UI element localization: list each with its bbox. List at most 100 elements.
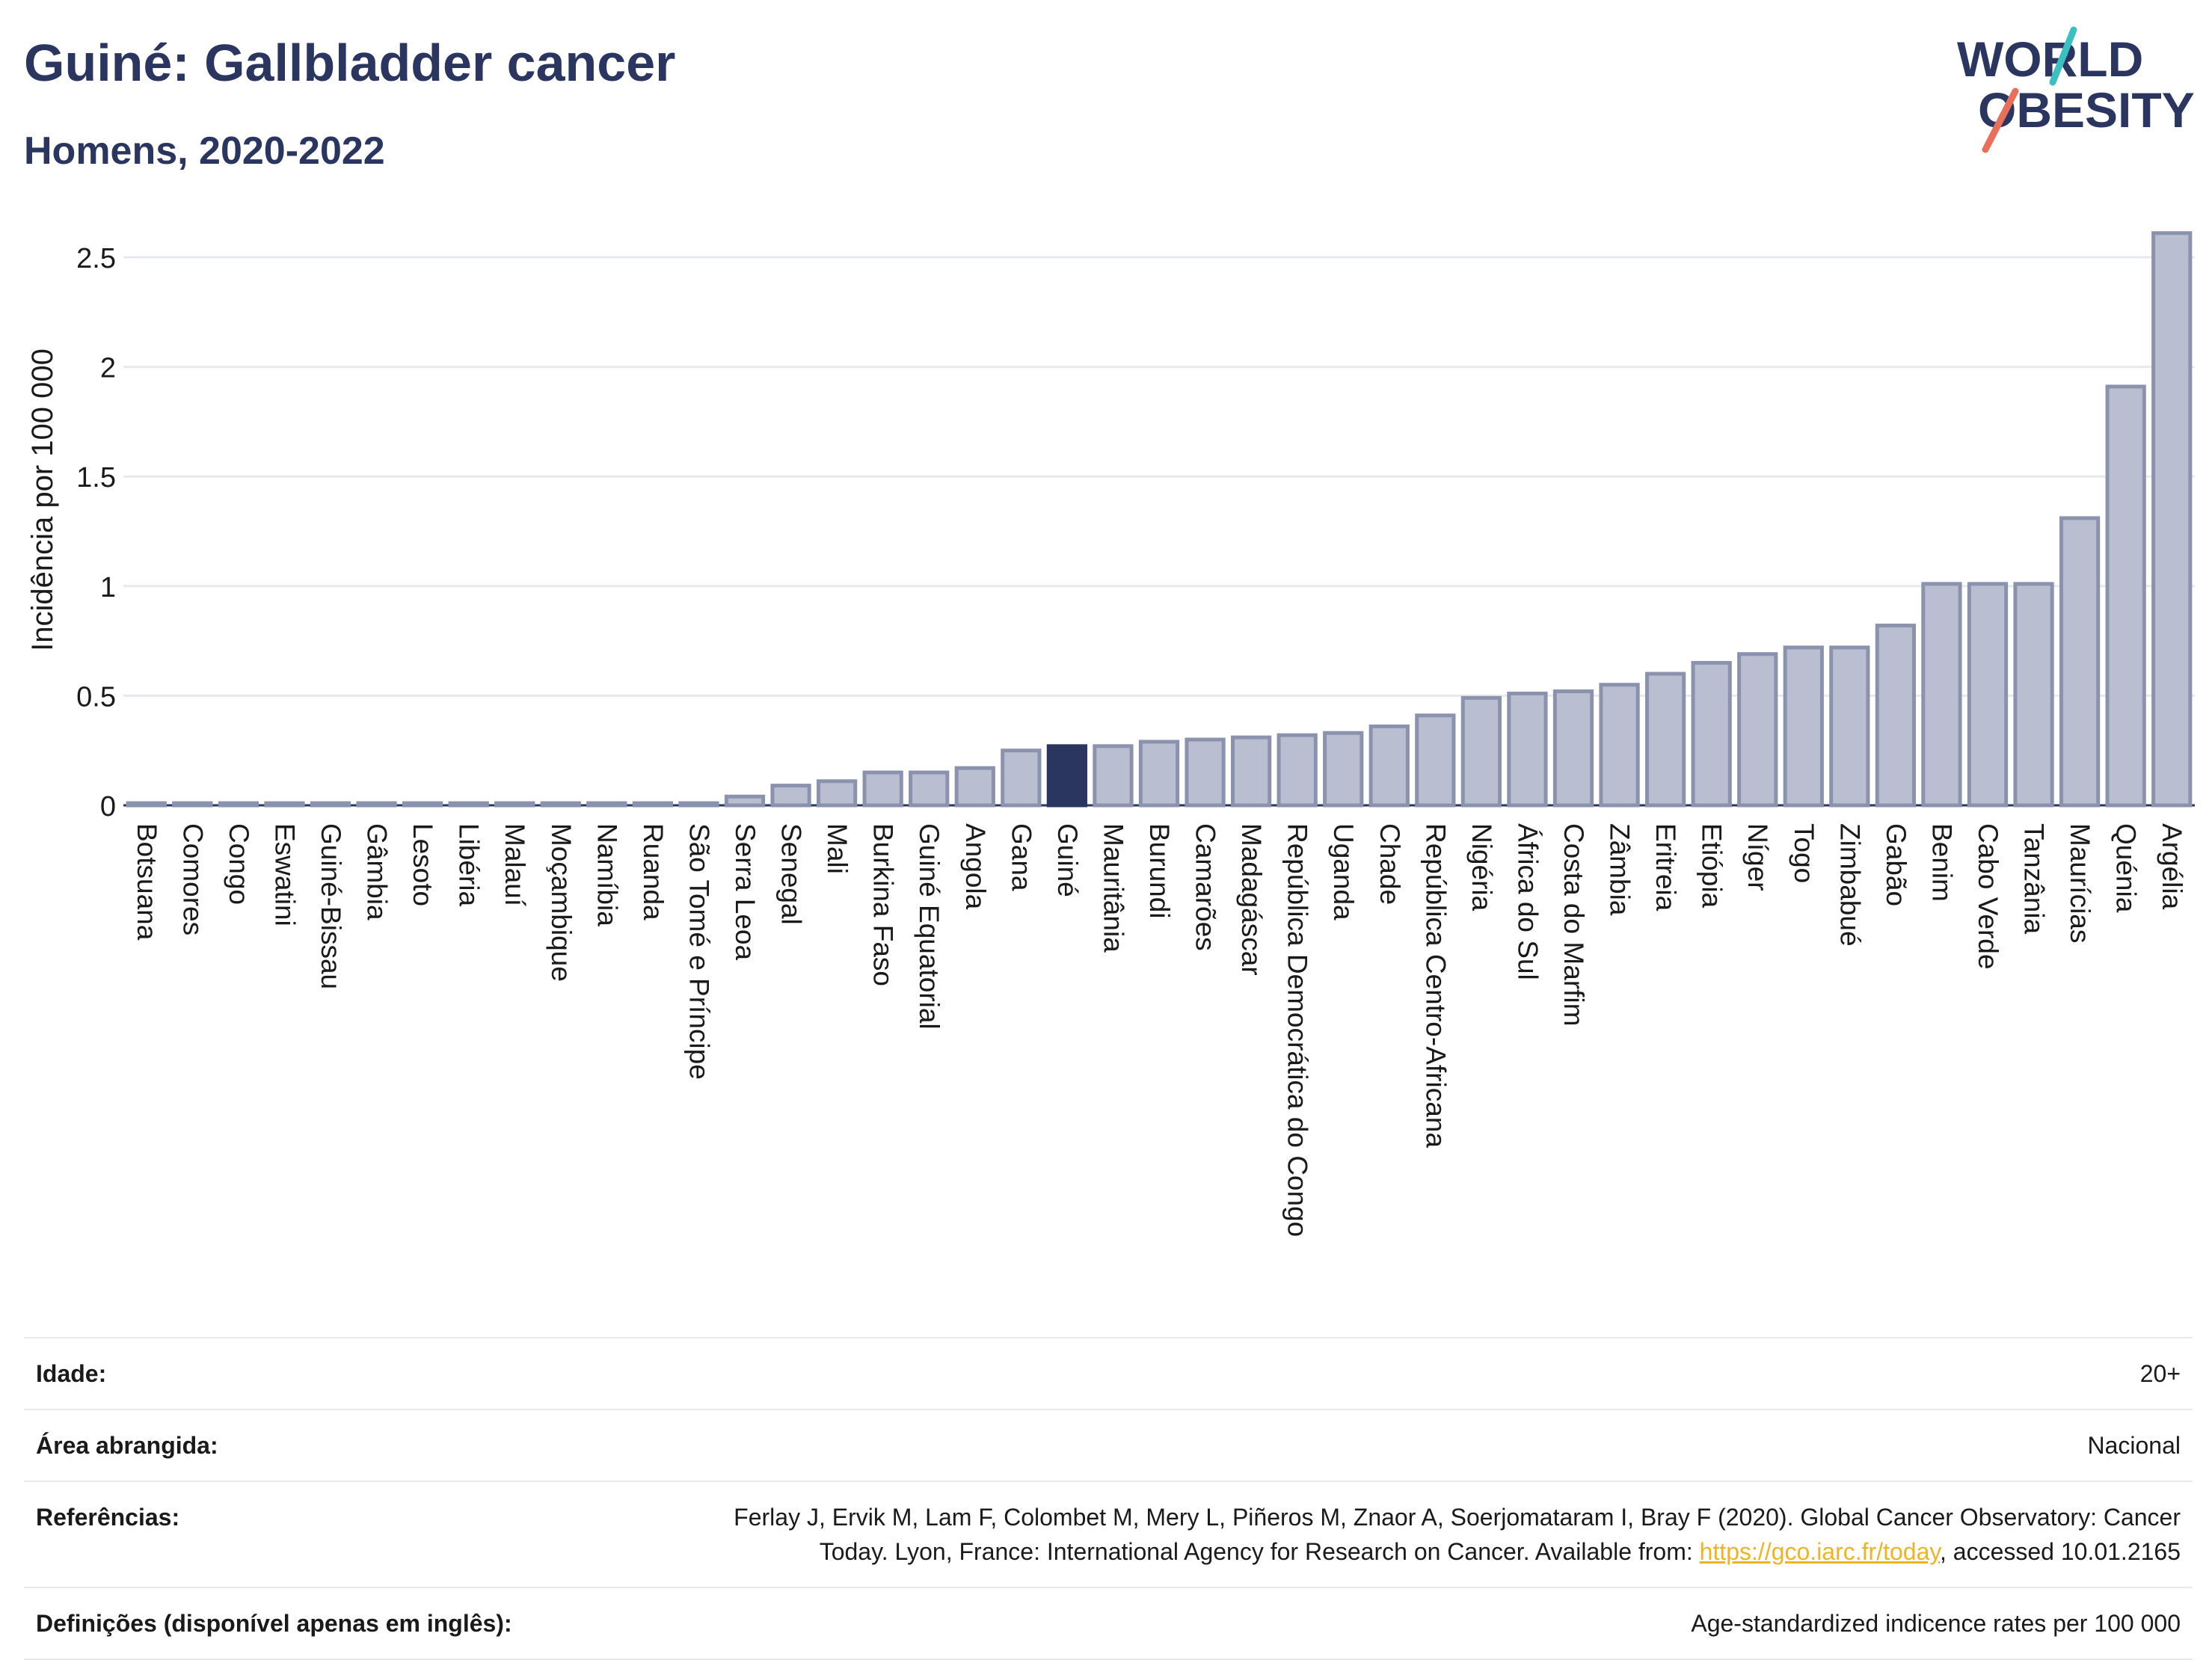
y-tick-label: 2.5 <box>76 243 116 274</box>
category-label: Moçambique <box>546 823 577 982</box>
category-label: Nigéria <box>1466 823 1497 912</box>
bar[interactable] <box>632 801 674 808</box>
bar[interactable] <box>724 794 766 808</box>
bar[interactable] <box>172 801 213 808</box>
bar-highlighted[interactable] <box>1046 744 1088 808</box>
area-value: Nacional <box>2087 1432 2181 1459</box>
bar-chart: Botsuana Comores Congo Eswatini Guiné-Bissau… <box>26 231 2195 1237</box>
category-label: Angola <box>960 823 991 910</box>
y-tick-label: 2 <box>100 353 116 384</box>
category-label: Namíbia <box>592 823 622 926</box>
y-tick-labels: 0 0.5 1 1.5 2 2.5 <box>76 243 116 823</box>
category-label: Lesoto <box>408 823 438 906</box>
bar[interactable] <box>1368 724 1410 808</box>
references-link[interactable]: https://gco.iarc.fr/today <box>1699 1538 1940 1565</box>
bar[interactable] <box>540 801 581 808</box>
references-text-2: Today. Lyon, France: International Agenc… <box>819 1538 1700 1565</box>
bar[interactable] <box>1737 652 1778 808</box>
y-tick-label: 0.5 <box>76 681 116 713</box>
definitions-label: Definições (disponível apenas em inglês)… <box>36 1610 512 1637</box>
bar[interactable] <box>586 801 627 808</box>
bar[interactable] <box>448 801 489 808</box>
logo-slash-teal <box>2049 26 2077 86</box>
bar[interactable] <box>1138 740 1180 808</box>
category-label: Gabão <box>1881 823 1911 906</box>
bar[interactable] <box>1276 733 1318 808</box>
category-label: Gâmbia <box>362 823 393 920</box>
category-label: Togo <box>1789 823 1819 883</box>
bar[interactable] <box>1783 645 1824 808</box>
references-value: Ferlay J, Ervik M, Lam F, Colombet M, Me… <box>571 1481 2193 1587</box>
bar[interactable] <box>1093 744 1134 808</box>
bar[interactable] <box>126 801 167 808</box>
bar[interactable] <box>1875 624 1917 808</box>
bar[interactable] <box>1460 695 1502 808</box>
bar[interactable] <box>1967 582 2009 808</box>
bar[interactable] <box>1507 691 1548 808</box>
bar[interactable] <box>494 801 535 808</box>
bar[interactable] <box>1323 731 1364 808</box>
references-label: Referências: <box>36 1504 180 1531</box>
bar[interactable] <box>1552 689 1594 808</box>
bar[interactable] <box>1644 671 1686 808</box>
category-label: Ruanda <box>638 823 669 920</box>
grid-lines <box>123 256 2195 807</box>
bar[interactable] <box>1921 582 1962 808</box>
bar[interactable] <box>1185 737 1226 808</box>
logo-slash-coral <box>1982 87 2019 153</box>
bar[interactable] <box>954 766 995 808</box>
bar[interactable] <box>264 801 305 808</box>
category-label: Burundi <box>1144 823 1175 919</box>
info-row-definitions: Definições (disponível apenas em inglês)… <box>24 1587 2193 1659</box>
category-label: Cabo Verde <box>1973 823 2003 969</box>
info-row-references: Referências: Ferlay J, Ervik M, Lam F, C… <box>24 1481 2193 1587</box>
info-row-age: Idade: 20+ <box>24 1338 2193 1410</box>
category-label: Burkina Faso <box>868 823 899 986</box>
logo-text-world: WORLD <box>1957 31 2143 87</box>
references-text-1: Ferlay J, Ervik M, Lam F, Colombet M, Me… <box>734 1504 2181 1531</box>
info-row-area: Área abrangida: Nacional <box>24 1410 2193 1481</box>
category-label: Libéria <box>454 823 485 906</box>
category-label: Guiné <box>1052 823 1083 897</box>
bar[interactable] <box>310 801 351 808</box>
category-label: Mali <box>822 823 852 874</box>
bar[interactable] <box>218 801 259 808</box>
category-label: Benim <box>1926 823 1957 902</box>
bar[interactable] <box>1691 660 1732 808</box>
y-tick-label: 1.5 <box>76 462 116 494</box>
category-label: República Centro-Africana <box>1420 823 1451 1148</box>
category-label: Congo <box>224 823 254 905</box>
category-label: Maurícias <box>2065 823 2095 943</box>
bar[interactable] <box>1230 735 1272 808</box>
bar[interactable] <box>356 801 397 808</box>
category-label: Gana <box>1006 823 1036 891</box>
y-tick-label: 1 <box>100 572 116 603</box>
category-label: Uganda <box>1328 823 1359 920</box>
category-label: Guiné Equatorial <box>914 823 944 1030</box>
category-label: Zâmbia <box>1605 823 1635 916</box>
bar[interactable] <box>1599 683 1640 808</box>
category-label: Argélia <box>2157 823 2187 910</box>
category-label: Mauritânia <box>1098 823 1128 953</box>
bar[interactable] <box>402 801 443 808</box>
bar[interactable] <box>1001 748 1042 808</box>
category-label: África do Sul <box>1512 823 1543 980</box>
bar[interactable] <box>770 784 811 808</box>
references-text-3: , accessed 10.01.2165 <box>1939 1538 2181 1565</box>
category-label: Chade <box>1374 823 1405 905</box>
bar[interactable] <box>2059 516 2101 808</box>
bar[interactable] <box>862 770 903 808</box>
bar[interactable] <box>2151 231 2193 808</box>
y-axis-label: Incidência por 100 000 <box>26 348 59 651</box>
bar[interactable] <box>678 801 719 808</box>
bar[interactable] <box>1829 645 1870 808</box>
category-label: Costa do Marfim <box>1558 823 1589 1026</box>
bar[interactable] <box>2013 582 2054 808</box>
bar[interactable] <box>909 770 950 808</box>
bar[interactable] <box>816 779 858 808</box>
bar[interactable] <box>1415 713 1456 808</box>
area-label: Área abrangida: <box>36 1432 218 1459</box>
category-label: República Democrática do Congo <box>1282 823 1313 1237</box>
category-label: Eswatini <box>269 823 300 926</box>
bar[interactable] <box>2105 384 2146 808</box>
